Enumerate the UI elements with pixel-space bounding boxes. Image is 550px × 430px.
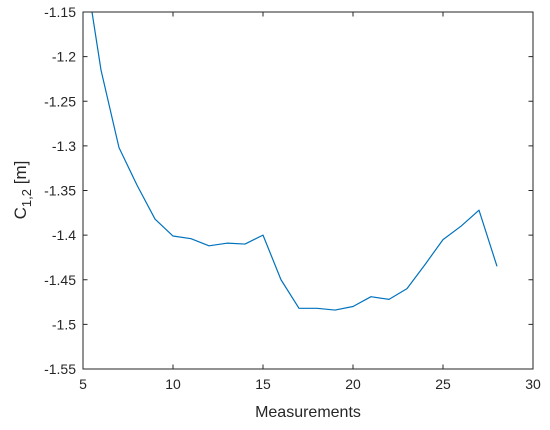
x-tick-label: 15 bbox=[255, 376, 271, 392]
x-tick-label: 30 bbox=[525, 376, 541, 392]
y-axis-label-subscript: 1,2 bbox=[19, 189, 34, 207]
x-tick-label: 20 bbox=[345, 376, 361, 392]
y-tick-label: -1.15 bbox=[44, 4, 76, 20]
y-tick-label: -1.2 bbox=[52, 49, 76, 65]
y-tick-label: -1.3 bbox=[52, 138, 76, 154]
y-axis-label-unit: [m] bbox=[11, 161, 30, 189]
x-tick-label: 10 bbox=[165, 376, 181, 392]
series-line bbox=[91, 11, 498, 311]
plot-frame bbox=[82, 11, 534, 370]
y-tick-label: -1.45 bbox=[44, 272, 76, 288]
plot-area bbox=[83, 12, 533, 369]
x-axis-ticks: 5 10 15 20 25 30 bbox=[79, 12, 541, 392]
y-axis-label-main: C bbox=[11, 207, 30, 219]
y-tick-label: -1.4 bbox=[52, 227, 76, 243]
y-axis-label: C1,2 [m] bbox=[11, 161, 34, 220]
y-axis-ticks: -1.15 -1.2 -1.25 -1.3 -1.35 -1.4 -1.45 -1.5 -1.5… bbox=[44, 4, 533, 377]
y-tick-label: -1.25 bbox=[44, 93, 76, 109]
y-tick-label: -1.5 bbox=[52, 316, 76, 332]
x-tick-label: 25 bbox=[435, 376, 451, 392]
y-tick-label: -1.55 bbox=[44, 361, 76, 377]
x-tick-label: 5 bbox=[79, 376, 87, 392]
y-tick-label: -1.35 bbox=[44, 183, 76, 199]
x-axis-label: Measurements bbox=[255, 404, 361, 421]
